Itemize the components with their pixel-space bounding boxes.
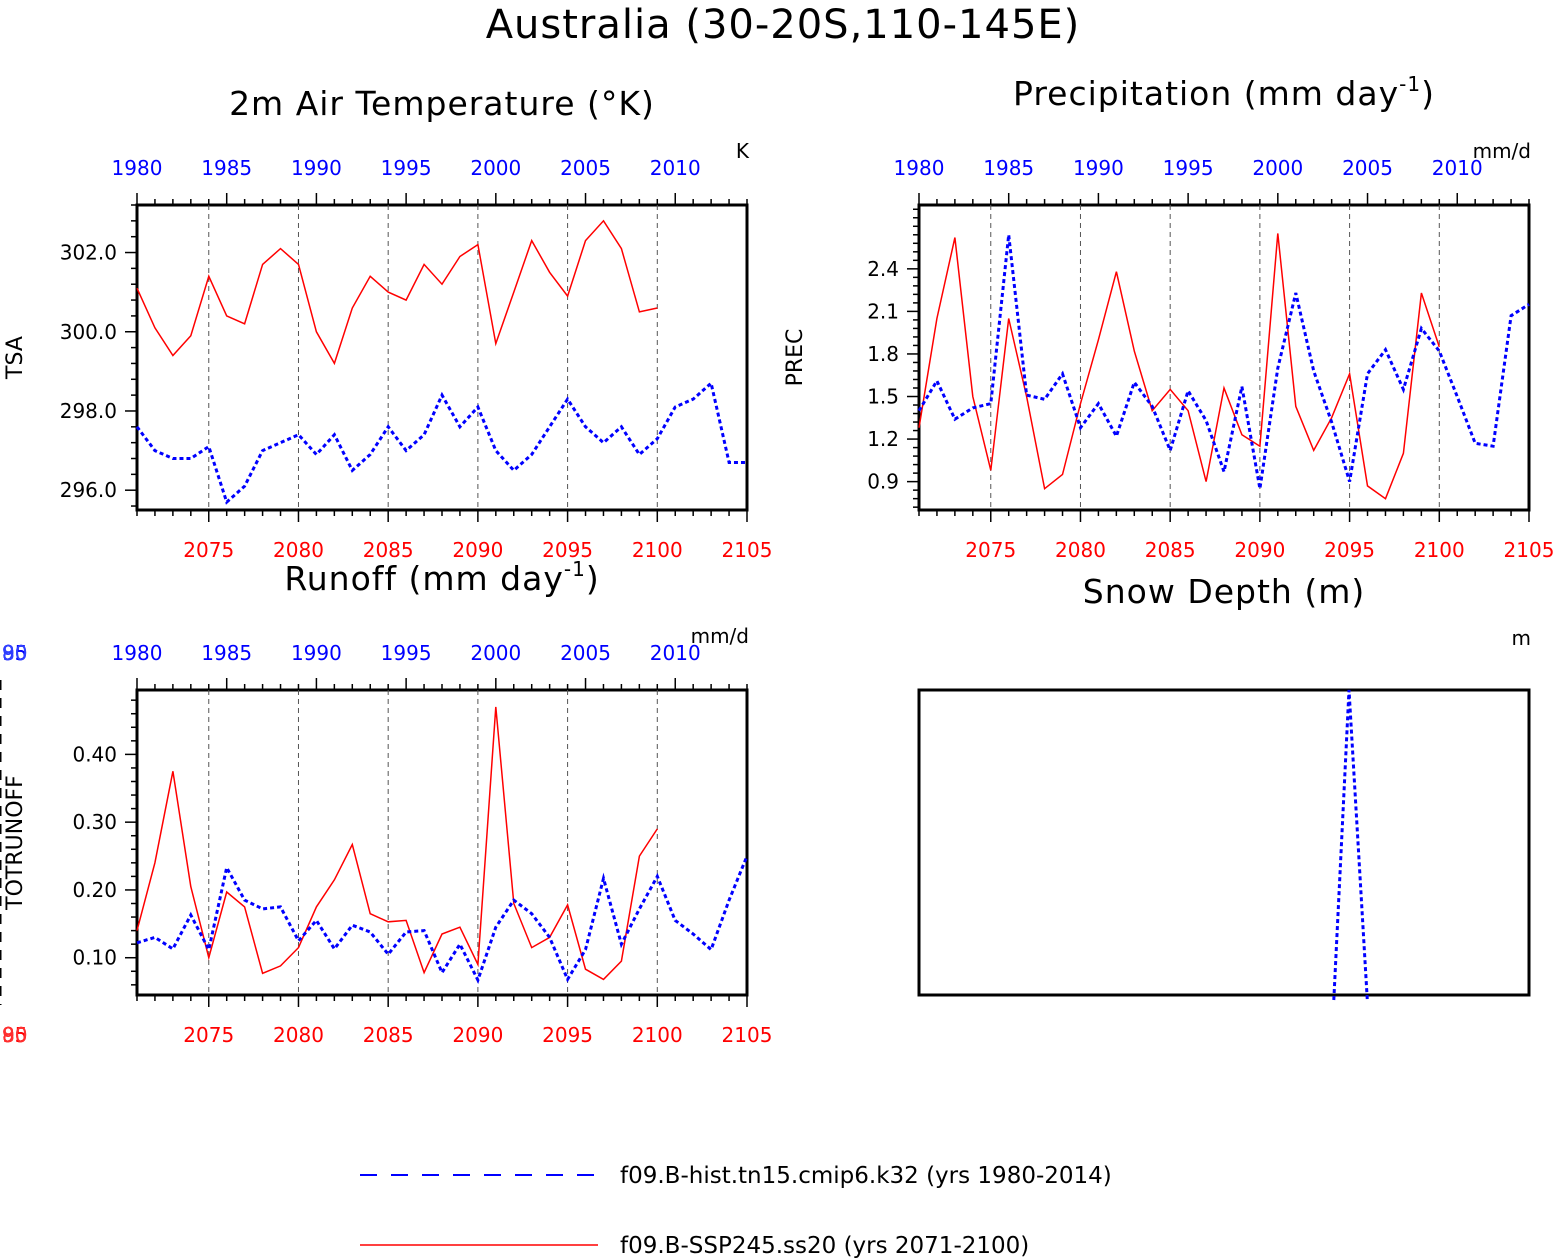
panel-title: Runoff (mm day-1) (284, 557, 599, 598)
x-tick-label-top: 2010 (650, 641, 701, 665)
x-tick-label-bottom: 2080 (273, 538, 324, 562)
x-tick-label-top: 1990 (291, 156, 342, 180)
y-tick-label: 2.1 (867, 299, 899, 323)
x-tick-label-top: 2005 (1342, 156, 1393, 180)
y-tick-label: 0.9 (867, 470, 899, 494)
y-tick-label: 300.0 (60, 320, 117, 344)
y-tick-label: 296.0 (60, 478, 117, 502)
x-tick-label-bottom: 2080 (273, 1023, 324, 1047)
x-tick-label-bottom: 2105 (722, 538, 773, 562)
x-tick-label-top: 1995 (381, 641, 432, 665)
panel-air-temperature: 2m Air Temperature (°K) K 2075 2080 2085 2090… (3, 84, 772, 562)
legend: f09.B-hist.tn15.cmip6.k32 (yrs 1980-2014… (360, 1163, 1112, 1259)
edge-label-top: 85 (2, 641, 27, 665)
x-tick-label-bottom: 2095 (1324, 538, 1375, 562)
figure-title: Australia (30-20S,110-145E) (486, 2, 1081, 48)
x-tick-label-bottom: 2095 (542, 538, 593, 562)
series-hist-line (135, 380, 747, 505)
y-axis-label: TOTRUNOFF (3, 775, 28, 911)
edge-label-top: 80 (2, 641, 27, 665)
panel-precipitation: Precipitation (mm day-1) mm/d 2075 2080 2085… (783, 72, 1554, 562)
x-tick-label-bottom: 2075 (183, 538, 234, 562)
x-tick-label-top: 1985 (201, 641, 252, 665)
y-tick-label: 1.2 (867, 427, 899, 451)
panel-snow-depth: Snow Depth (m) m (917, 572, 1531, 1001)
x-tick-label-top: 2000 (470, 641, 521, 665)
y-tick-label: 1.5 (867, 385, 899, 409)
unit-label: mm/d (1473, 139, 1531, 163)
panel-title: Precipitation (mm day-1) (1013, 72, 1435, 113)
edge-label-bottom: 90 (2, 1023, 27, 1047)
x-tick-label-top: 1990 (1073, 156, 1124, 180)
x-tick-label-top: 2000 (1252, 156, 1303, 180)
y-tick-label: 298.0 (60, 399, 117, 423)
x-tick-label-bottom: 2085 (1145, 538, 1196, 562)
x-tick-label-bottom: 2080 (1055, 538, 1106, 562)
plot-frame (135, 688, 749, 997)
x-tick-label-top: 1985 (983, 156, 1034, 180)
y-tick-label: 0.30 (72, 810, 117, 834)
x-tick-label-top: 2005 (560, 156, 611, 180)
y-tick-label: 2.4 (867, 257, 899, 281)
x-tick-label-top: 1990 (291, 641, 342, 665)
edge-label-top: 90 (2, 641, 27, 665)
y-tick-label: 302.0 (60, 241, 117, 265)
panel-title: 2m Air Temperature (°K) (229, 84, 655, 123)
x-tick-label-bottom: 2090 (452, 538, 503, 562)
y-axis-label: TSA (3, 336, 28, 380)
x-tick-label-top: 1980 (112, 156, 163, 180)
x-tick-label-bottom: 2100 (632, 538, 683, 562)
plot-frame (135, 203, 749, 512)
panel-title: Snow Depth (m) (1083, 572, 1365, 611)
x-tick-label-bottom: 2075 (965, 538, 1016, 562)
edge-label-bottom: 95 (2, 1023, 27, 1047)
x-tick-label-bottom: 2095 (542, 1023, 593, 1047)
series-hist-line (136, 855, 749, 984)
x-tick-label-top: 1980 (894, 156, 945, 180)
legend-ssp-label: f09.B-SSP245.ss20 (yrs 2071-2100) (620, 1233, 1029, 1259)
x-tick-label-bottom: 2105 (722, 1023, 773, 1047)
x-tick-label-top: 2010 (650, 156, 701, 180)
x-tick-label-top: 2005 (560, 641, 611, 665)
x-tick-label-top: 2010 (1432, 156, 1483, 180)
x-tick-label-bottom: 2090 (1234, 538, 1285, 562)
y-tick-label: 1.8 (867, 342, 899, 366)
x-tick-label-bottom: 2085 (363, 1023, 414, 1047)
x-tick-label-top: 1995 (1163, 156, 1214, 180)
y-tick-label: 0.40 (72, 742, 117, 766)
edge-label-bottom: 85 (2, 1023, 27, 1047)
unit-label: m (1512, 626, 1531, 650)
legend-hist-label: f09.B-hist.tn15.cmip6.k32 (yrs 1980-2014… (620, 1163, 1112, 1189)
edge-label-bottom: 80 (2, 1023, 27, 1047)
edge-label-top: 95 (2, 641, 27, 665)
x-tick-label-top: 1995 (381, 156, 432, 180)
unit-label: K (736, 139, 750, 163)
x-tick-label-top: 2000 (470, 156, 521, 180)
panel-runoff: Runoff (mm day-1) mm/d 2075 2080 2085 2090 209… (0, 557, 772, 1047)
y-axis-label: PREC (783, 329, 808, 387)
x-tick-label-top: 1980 (112, 641, 163, 665)
series-ssp-line (136, 706, 658, 981)
series-ssp-line (918, 233, 1441, 500)
series-hist-line (917, 234, 1530, 489)
x-tick-label-bottom: 2085 (363, 538, 414, 562)
x-tick-label-bottom: 2075 (183, 1023, 234, 1047)
y-tick-label: 0.10 (72, 946, 117, 970)
x-tick-label-bottom: 2105 (1504, 538, 1555, 562)
series-hist-line (1332, 689, 1369, 1001)
x-tick-label-bottom: 2090 (452, 1023, 503, 1047)
y-tick-label: 0.20 (72, 878, 117, 902)
x-tick-label-bottom: 2100 (1414, 538, 1465, 562)
x-tick-label-bottom: 2100 (632, 1023, 683, 1047)
unit-label: mm/d (691, 624, 749, 648)
x-tick-label-top: 1985 (201, 156, 252, 180)
plot-frame (917, 688, 1531, 997)
series-ssp-line (136, 219, 658, 366)
